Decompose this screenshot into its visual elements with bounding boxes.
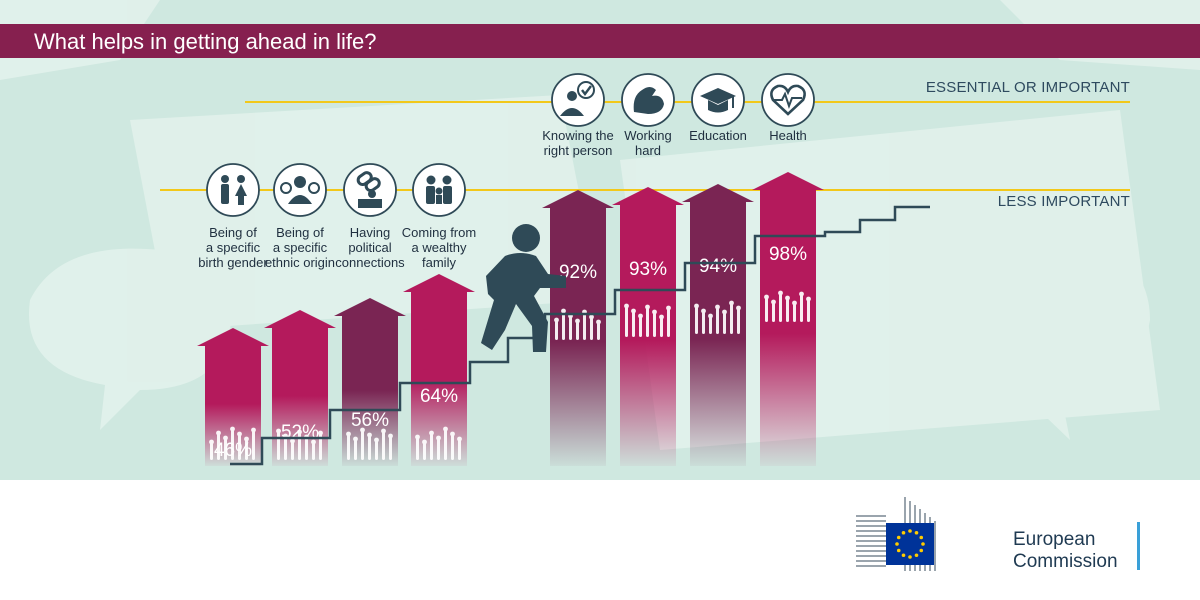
category-label-line: connections [335, 255, 405, 270]
raised-hands [415, 426, 462, 460]
value-label-6: 93% [629, 259, 667, 280]
eu-star [919, 548, 924, 553]
arrow-shape [264, 310, 336, 466]
eu-star [908, 529, 912, 533]
arrow-bar-5: 92% [542, 190, 614, 466]
category-label-line: Health [769, 128, 807, 143]
category-label-2: Being of a specific ethnic origin [252, 225, 348, 270]
raised-hands [209, 426, 256, 460]
value-label-3: 56% [351, 410, 389, 431]
arrow-bar-4: 64% [403, 274, 475, 466]
arrow-bar-3: 56% [334, 298, 406, 466]
value-label-8: 98% [769, 244, 807, 265]
chart-title: What helps in getting ahead in life? [34, 29, 377, 54]
raised-hands [694, 300, 741, 334]
organisation-name: European Commission [1013, 529, 1118, 573]
arrow-shape [197, 328, 269, 466]
category-label-6: Working hard [600, 128, 696, 158]
arrow-bar-6: 93% [612, 187, 684, 466]
category-label-7: Education [670, 128, 766, 143]
ethnic-origin-icon [273, 163, 327, 217]
political-connections-icon [343, 163, 397, 217]
category-label-4: Coming from a wealthy family [391, 225, 487, 270]
eu-star [914, 553, 919, 558]
eu-star [908, 555, 912, 559]
arrow-shape [403, 274, 475, 466]
eu-star [921, 542, 925, 546]
category-label-line: political [348, 240, 392, 255]
logo-accent-bar [1137, 522, 1140, 570]
health-icon [761, 73, 815, 127]
arrow-bar-1: 46% [197, 328, 269, 466]
right-person-icon [551, 73, 605, 127]
arrow-bar-2: 52% [264, 310, 336, 466]
value-label-7: 94% [699, 256, 737, 277]
eu-star [896, 548, 901, 553]
less-important-level-label: LESS IMPORTANT [997, 193, 1130, 210]
title-bar [0, 24, 1200, 58]
education-icon [691, 73, 745, 127]
eu-star [914, 530, 919, 535]
ec-logo [856, 497, 936, 571]
arrow-bar-7: 94% [682, 184, 754, 466]
value-label-4: 64% [420, 386, 458, 407]
arrow-shape [334, 298, 406, 466]
category-label-line: Knowing the [542, 128, 614, 143]
org-line-1: European [1013, 529, 1096, 550]
arrow-bar-8: 98% [752, 172, 824, 466]
stairs-line [230, 205, 930, 466]
walking-person-icon [481, 224, 566, 352]
category-label-line: Being of [276, 225, 324, 240]
raised-hands [346, 427, 393, 460]
category-label-8: Health [740, 128, 836, 143]
category-label-line: birth gender [198, 255, 268, 270]
eu-star [919, 535, 924, 540]
wealthy-family-icon [412, 163, 466, 217]
category-label-line: family [422, 255, 456, 270]
category-label-1: Being of a specific birth gender [185, 225, 281, 270]
background [0, 0, 1200, 480]
category-label-line: ethnic origin [264, 255, 336, 270]
category-label-line: Being of [209, 225, 257, 240]
value-label-5: 92% [559, 262, 597, 283]
category-label-line: right person [543, 143, 613, 158]
value-label-2: 52% [281, 422, 319, 443]
gender-icon [206, 163, 260, 217]
category-label-5: Knowing the right person [530, 128, 626, 158]
category-label-line: Education [689, 128, 747, 143]
category-label-line: a wealthy [411, 240, 467, 255]
eu-star [901, 553, 906, 558]
category-label-line: hard [634, 143, 662, 158]
footer [0, 480, 1200, 600]
org-line-2: Commission [1013, 551, 1118, 572]
category-label-3: Having political connections [322, 225, 418, 270]
eu-star [896, 535, 901, 540]
category-label-line: Having [349, 225, 391, 240]
essential-level-label: ESSENTIAL OR IMPORTANT [925, 79, 1130, 96]
raised-hands [624, 303, 671, 337]
category-label-line: Working [624, 128, 672, 143]
eu-star [901, 530, 906, 535]
raised-hands [764, 290, 811, 322]
working-hard-icon [621, 73, 675, 127]
category-label-line: a specific [272, 240, 328, 255]
eu-star [895, 542, 899, 546]
stairs-chart: 46% 52% 56% 64% 92% 93% 94% 98% [160, 73, 1130, 466]
value-label-1: 46% [214, 440, 252, 461]
category-label-line: a specific [205, 240, 261, 255]
category-label-line: Coming from [401, 225, 477, 240]
